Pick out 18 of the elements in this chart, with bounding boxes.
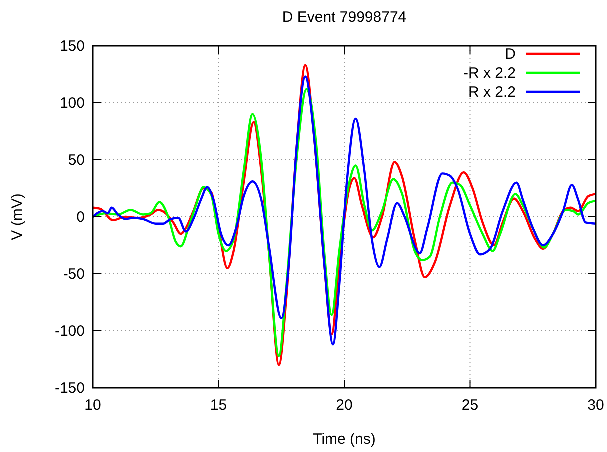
x-axis-title: Time (ns): [313, 431, 376, 448]
y-axis-title: V (mV): [9, 194, 26, 240]
legend-label: D: [505, 46, 516, 63]
x-tick-label: 20: [336, 397, 353, 414]
y-tick-label: -100: [54, 323, 85, 340]
y-tick-label: 50: [68, 152, 85, 169]
x-tick-label: 10: [84, 397, 102, 414]
y-tick-label: 100: [60, 95, 85, 112]
y-tick-label: -50: [63, 266, 85, 283]
legend-label: -R x 2.2: [463, 65, 516, 82]
y-tick-label: 150: [60, 38, 85, 55]
legend-label: R x 2.2: [468, 84, 516, 101]
y-tick-label: -150: [54, 380, 85, 397]
x-tick-label: 25: [462, 397, 479, 414]
x-tick-label: 15: [210, 397, 228, 414]
chart-title: D Event 79998774: [282, 9, 407, 26]
x-tick-label: 30: [588, 397, 604, 414]
y-tick-label: 0: [76, 209, 85, 226]
